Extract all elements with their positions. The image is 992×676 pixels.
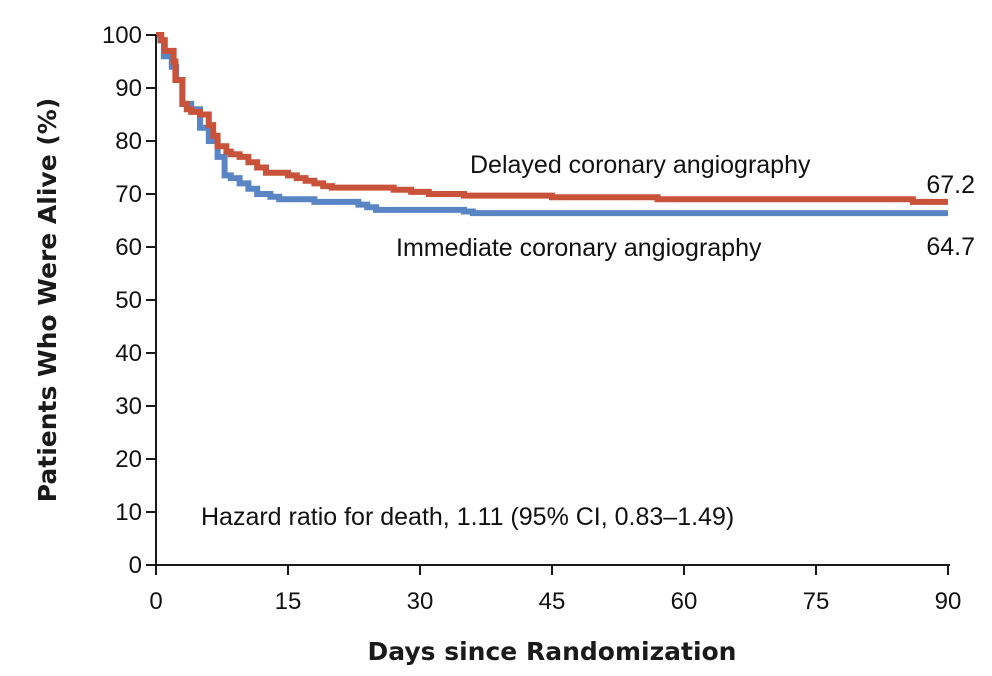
x-tick-label: 15 bbox=[275, 588, 302, 615]
x-tick-label: 75 bbox=[803, 588, 830, 615]
y-tick-label: 80 bbox=[115, 128, 142, 155]
x-axis-title: Days since Randomization bbox=[368, 637, 737, 666]
series-label-delayed: Delayed coronary angiography bbox=[470, 151, 811, 179]
hazard-ratio-annotation: Hazard ratio for death, 1.11 (95% CI, 0.… bbox=[201, 503, 734, 531]
series-line-immediate bbox=[156, 32, 948, 217]
end-value-delayed: 67.2 bbox=[926, 171, 975, 199]
y-tick-label: 10 bbox=[115, 499, 142, 526]
x-tick-label: 0 bbox=[149, 588, 162, 615]
axis-ticks: 0 10 20 30 40 50 60 70 80 90 100 0 15 30 45 60 75 90 bbox=[102, 22, 961, 615]
x-tick-label: 45 bbox=[539, 588, 566, 615]
series-line-delayed bbox=[156, 32, 948, 205]
x-tick-label: 90 bbox=[935, 588, 962, 615]
y-tick-label: 60 bbox=[115, 234, 142, 261]
series-label-immediate: Immediate coronary angiography bbox=[396, 234, 762, 262]
series-layer bbox=[156, 32, 948, 217]
y-tick-label: 40 bbox=[115, 340, 142, 367]
y-tick-label: 0 bbox=[129, 552, 142, 579]
y-tick-label: 30 bbox=[115, 393, 142, 420]
x-tick-label: 60 bbox=[671, 588, 698, 615]
y-axis-title: Patients Who Were Alive (%) bbox=[33, 98, 62, 503]
y-tick-label: 90 bbox=[115, 75, 142, 102]
y-tick-label: 50 bbox=[115, 287, 142, 314]
x-tick-label: 30 bbox=[407, 588, 434, 615]
y-tick-label: 70 bbox=[115, 181, 142, 208]
y-tick-label: 100 bbox=[102, 22, 142, 49]
end-value-immediate: 64.7 bbox=[926, 233, 975, 261]
y-tick-label: 20 bbox=[115, 446, 142, 473]
